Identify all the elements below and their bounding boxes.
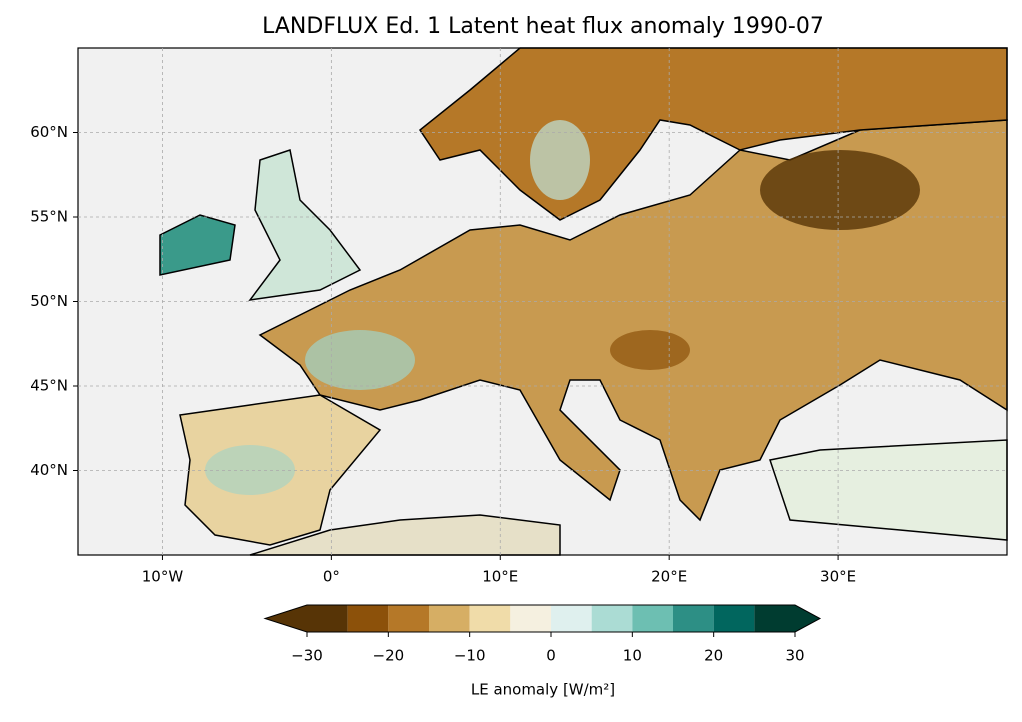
colorbar-segment [469,605,511,632]
colorbar-tick-label: −10 [454,647,486,665]
y-tick-label: 45°N [30,377,68,395]
colorbar-segment [388,605,429,632]
y-tick-label: 50°N [30,292,68,310]
colorbar-extend-low [265,605,307,632]
y-tick-label: 60°N [30,123,68,141]
colorbar-segment [347,605,389,632]
x-tick-label: 10°W [142,568,184,586]
colorbar-segment [754,605,795,632]
x-tick-label: 10°E [482,568,518,586]
map-title: LANDFLUX Ed. 1 Latent heat flux anomaly … [262,14,824,39]
colorbar-segment [551,605,592,632]
colorbar-segment [632,605,673,632]
colorbar-tick-label: 30 [785,647,804,665]
land [159,47,1008,556]
colorbar-tick-label: −20 [373,647,405,665]
colorbar-tick-label: 20 [704,647,723,665]
x-tick-label: 0° [323,568,340,586]
colorbar-segment [713,605,755,632]
y-tick-label: 40°N [30,461,68,479]
colorbar-segment [591,605,633,632]
colorbar-segment [429,605,470,632]
colorbar-tick-label: −30 [291,647,323,665]
colorbar-extend-high [795,605,820,632]
colorbar-segment [510,605,551,632]
x-tick-label: 30°E [820,568,856,586]
y-tick-label: 55°N [30,208,68,226]
colorbar-tick-label: 0 [546,647,556,665]
colorbar-label: LE anomaly [W/m²] [471,681,615,699]
colorbar-segment [673,605,714,632]
colorbar-tick-label: 10 [623,647,642,665]
colorbar-segment [307,605,348,632]
x-tick-label: 20°E [651,568,687,586]
